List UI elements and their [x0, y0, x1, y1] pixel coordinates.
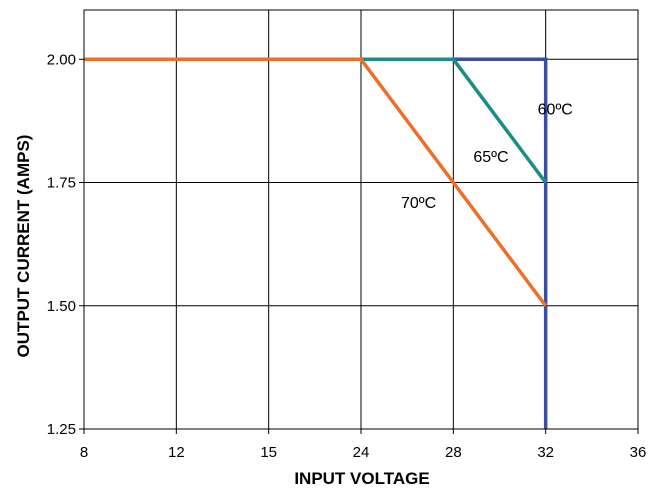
x-tick-label: 28: [445, 444, 462, 461]
y-tick-label: 1.50: [47, 298, 76, 315]
series-labels: 60ºC 65ºC 70ºC: [401, 102, 573, 213]
x-tick-label: 32: [537, 444, 554, 461]
series-label: 65ºC: [473, 149, 508, 166]
series-label: 60ºC: [538, 102, 573, 119]
x-tick-label: 8: [80, 444, 88, 461]
x-tick-label: 24: [353, 444, 370, 461]
y-axis-title: OUTPUT CURRENT (AMPS): [14, 135, 33, 358]
x-axis-title: INPUT VOLTAGE: [294, 469, 429, 488]
plot-frame: [79, 9, 639, 434]
series-label: 70ºC: [401, 195, 436, 212]
series-lines: [84, 57, 548, 429]
y-tick-label: 1.75: [47, 175, 76, 192]
x-tick-label: 12: [168, 444, 185, 461]
series-line: [84, 57, 548, 307]
y-tick-label: 1.25: [47, 421, 76, 438]
y-tick-labels: 1.25 1.50 1.75 2.00: [47, 51, 76, 438]
x-tick-label: 36: [630, 444, 647, 461]
x-tick-labels: 8 12 15 24 28 32 36: [80, 444, 647, 461]
series-line: [84, 57, 548, 429]
y-tick-label: 2.00: [47, 51, 76, 68]
x-tick-label: 15: [260, 444, 277, 461]
grid: [84, 10, 638, 429]
